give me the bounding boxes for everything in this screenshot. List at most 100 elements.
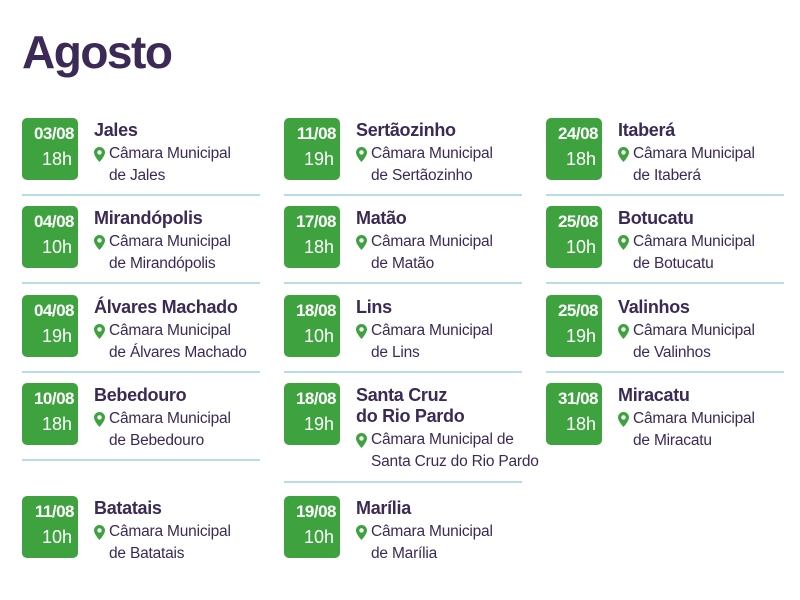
event-city: Mirandópolis (94, 208, 203, 229)
event-venue-line: de Batatais (109, 545, 185, 562)
event-venue-line: de Mirandópolis (109, 255, 216, 272)
date-badge: 11/08 19h (284, 118, 340, 180)
event-venue: Câmara Municipal de Mirandópolis (94, 231, 231, 275)
event-venue-line: de Lins (371, 344, 420, 361)
event-date: 11/08 (34, 502, 75, 521)
event-city-line: Marília (356, 498, 411, 518)
event-city: Santa Cruz do Rio Pardo (356, 385, 465, 427)
event-time: 10h (565, 237, 596, 257)
event-venue-line: de Marília (371, 545, 438, 562)
row-divider (284, 194, 522, 196)
event-venue-line: Câmara Municipal (371, 233, 493, 250)
event-date: 10/08 (33, 389, 75, 408)
event-date: 18/08 (295, 389, 337, 408)
map-pin-icon (618, 412, 629, 427)
event-venue-line: Câmara Municipal (371, 523, 493, 540)
row-divider (284, 371, 522, 373)
event-venue: Câmara Municipal de Santa Cruz do Rio Par… (356, 429, 539, 473)
event-city: Valinhos (618, 297, 690, 318)
date-badge: 19/08 10h (284, 496, 340, 558)
event-city-line: Miracatu (618, 385, 690, 405)
event-city: Álvares Machado (94, 297, 238, 318)
event-city-line: Itaberá (618, 120, 675, 140)
event-date: 19/08 (295, 502, 337, 521)
event-time: 19h (303, 414, 334, 434)
event-venue: Câmara Municipal de Valinhos (618, 320, 755, 364)
event-city: Itaberá (618, 120, 675, 141)
map-pin-icon (94, 324, 105, 339)
event-venue: Câmara Municipal de Lins (356, 320, 493, 364)
row-divider (284, 481, 522, 483)
event-time: 19h (565, 326, 596, 346)
event-city-line: Bebedouro (94, 385, 187, 405)
event-date: 24/08 (557, 124, 599, 143)
event-venue: Câmara Municipal de Matão (356, 231, 493, 275)
date-badge: 17/08 18h (284, 206, 340, 268)
event-city-line: Jales (94, 120, 138, 140)
event-city: Matão (356, 208, 407, 229)
event-time: 19h (41, 326, 72, 346)
date-badge: 18/08 10h (284, 295, 340, 357)
row-divider (546, 282, 784, 284)
event-time: 10h (41, 527, 72, 547)
event-time: 18h (303, 237, 334, 257)
map-pin-icon (356, 324, 367, 339)
event-date: 17/08 (295, 212, 337, 231)
map-pin-icon (94, 147, 105, 162)
event-venue-line: Câmara Municipal (371, 322, 493, 339)
event-city-line: Lins (356, 297, 392, 317)
event-venue: Câmara Municipal de Batatais (94, 521, 231, 565)
event-date: 11/08 (296, 124, 337, 143)
event-venue-line: de Sertãozinho (371, 167, 473, 184)
event-venue-line: de Bebedouro (109, 432, 204, 449)
event-date: 18/08 (295, 301, 337, 320)
event-venue-line: Câmara Municipal (633, 410, 755, 427)
date-badge: 24/08 18h (546, 118, 602, 180)
row-divider (284, 282, 522, 284)
map-pin-icon (356, 525, 367, 540)
date-badge: 18/08 19h (284, 383, 340, 445)
event-city-line: Matão (356, 208, 407, 228)
event-time: 10h (41, 237, 72, 257)
event-venue-line: Câmara Municipal de (371, 431, 514, 448)
event-city: Jales (94, 120, 138, 141)
map-pin-icon (356, 235, 367, 250)
event-city: Marília (356, 498, 411, 519)
event-venue: Câmara Municipal de Álvares Machado (94, 320, 247, 364)
event-venue-line: de Matão (371, 255, 435, 272)
event-date: 25/08 (557, 212, 599, 231)
event-venue-line: de Miracatu (633, 432, 712, 449)
event-venue-line: de Jales (109, 167, 166, 184)
row-divider (22, 371, 260, 373)
event-venue: Câmara Municipal de Miracatu (618, 408, 755, 452)
event-venue-line: de Valinhos (633, 344, 711, 361)
event-city-line: Álvares Machado (94, 297, 238, 317)
event-date: 31/08 (557, 389, 599, 408)
map-pin-icon (618, 147, 629, 162)
event-date: 04/08 (33, 301, 75, 320)
row-divider (22, 194, 260, 196)
event-date: 25/08 (557, 301, 599, 320)
event-time: 18h (41, 414, 72, 434)
event-time: 18h (565, 149, 596, 169)
date-badge: 10/08 18h (22, 383, 78, 445)
date-badge: 11/08 10h (22, 496, 78, 558)
map-pin-icon (94, 412, 105, 427)
map-pin-icon (618, 324, 629, 339)
event-city-line: do Rio Pardo (356, 406, 465, 426)
event-city: Miracatu (618, 385, 690, 406)
event-time: 18h (565, 414, 596, 434)
event-date: 03/08 (33, 124, 75, 143)
event-venue-line: Santa Cruz do Rio Pardo (371, 453, 539, 470)
event-venue: Câmara Municipal de Itaberá (618, 143, 755, 187)
event-city-line: Botucatu (618, 208, 694, 228)
date-badge: 03/08 18h (22, 118, 78, 180)
event-date: 04/08 (33, 212, 75, 231)
event-venue: Câmara Municipal de Jales (94, 143, 231, 187)
event-city-line: Santa Cruz (356, 385, 448, 405)
event-venue-line: Câmara Municipal (109, 410, 231, 427)
map-pin-icon (356, 433, 367, 448)
event-venue-line: de Álvares Machado (109, 344, 247, 361)
map-pin-icon (618, 235, 629, 250)
event-venue-line: Câmara Municipal (371, 145, 493, 162)
